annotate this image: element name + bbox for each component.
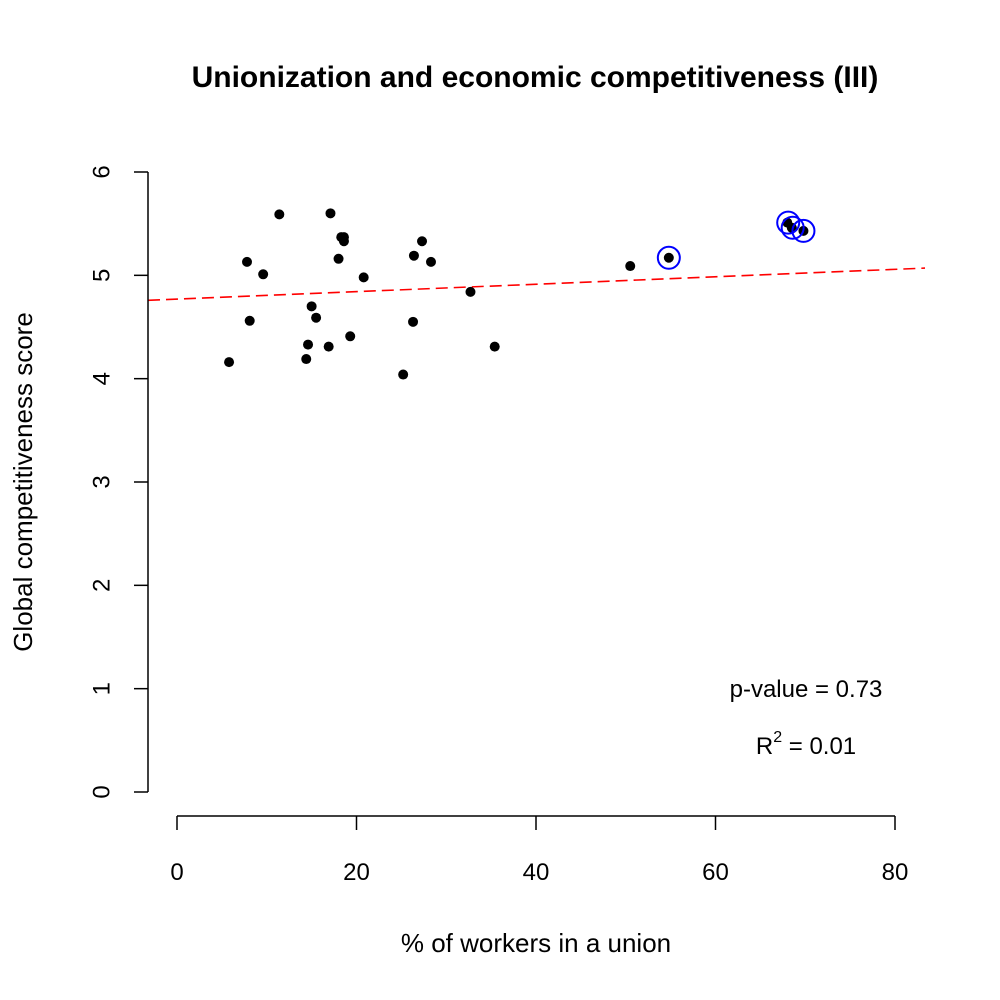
data-point	[625, 261, 636, 272]
data-point	[398, 369, 409, 380]
data-point	[663, 252, 674, 263]
y-tick-label: 4	[88, 372, 115, 385]
y-tick-label: 3	[88, 475, 115, 488]
data-point	[338, 236, 349, 247]
y-tick-label: 0	[88, 785, 115, 798]
y-tick-label: 6	[88, 165, 115, 178]
y-axis-label: Global competitiveness score	[8, 312, 38, 652]
highlight-circle	[780, 215, 805, 240]
data-point	[345, 331, 356, 342]
data-point	[325, 208, 336, 219]
highlight-circle	[791, 218, 816, 243]
highlight-circle	[776, 210, 801, 235]
r-squared-annotation: R2 = 0.01	[756, 729, 856, 760]
data-point	[224, 357, 235, 368]
data-point	[408, 316, 419, 327]
data-point	[244, 315, 255, 326]
data-point	[323, 341, 334, 352]
x-axis-ticks: 0 20 40 60 80	[170, 816, 908, 886]
data-point	[489, 341, 500, 352]
x-tick-label: 0	[170, 859, 183, 886]
y-tick-label: 5	[88, 269, 115, 282]
data-point	[333, 253, 344, 264]
data-point	[303, 339, 314, 350]
y-tick-label: 1	[88, 682, 115, 695]
plot-area	[147, 208, 926, 380]
data-point	[465, 286, 476, 297]
regression-line	[147, 267, 926, 302]
data-point	[417, 236, 428, 247]
data-point	[425, 256, 436, 267]
y-axis-ticks: 0 1 2 3 4 5 6	[88, 165, 148, 799]
chart-title: Unionization and economic competitivenes…	[192, 61, 879, 94]
data-point	[306, 301, 317, 312]
x-tick-label: 80	[882, 859, 909, 886]
y-tick-label: 2	[88, 579, 115, 592]
x-tick-label: 40	[523, 859, 550, 886]
r2-suffix: = 0.01	[782, 733, 856, 760]
data-point	[311, 312, 322, 323]
x-tick-label: 60	[702, 859, 729, 886]
r2-prefix: R	[756, 733, 773, 760]
r2-superscript: 2	[773, 729, 782, 746]
data-point	[258, 269, 269, 280]
p-value-annotation: p-value = 0.73	[730, 676, 883, 703]
data-point	[408, 250, 419, 261]
data-point	[242, 256, 253, 267]
data-point	[358, 272, 369, 283]
data-point	[301, 354, 312, 365]
x-axis-label: % of workers in a union	[401, 928, 671, 958]
x-tick-label: 20	[343, 859, 370, 886]
data-point	[274, 209, 285, 220]
highlight-circle	[656, 245, 681, 270]
